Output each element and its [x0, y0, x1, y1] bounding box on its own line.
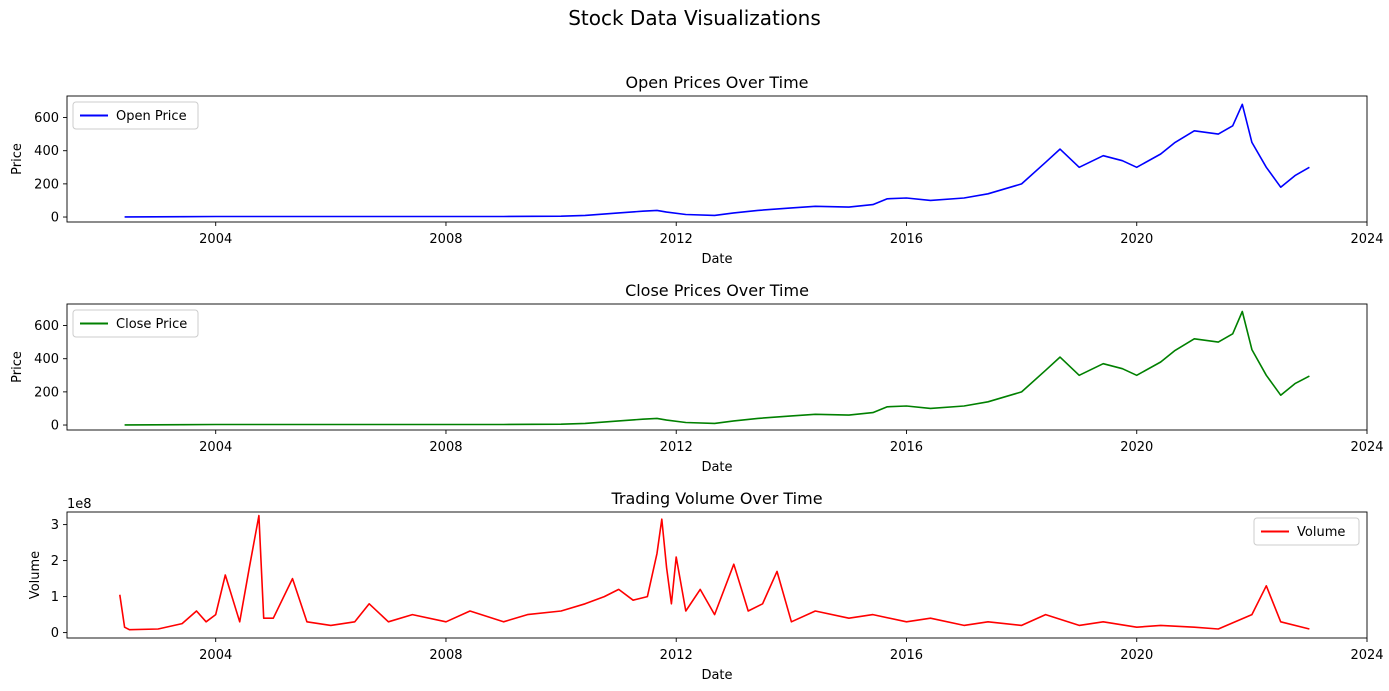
y-axis-label: Price [10, 143, 25, 175]
x-tick-label: 2016 [890, 440, 923, 455]
y-tick-label: 0 [51, 211, 59, 226]
legend-label: Open Price [116, 109, 187, 124]
x-tick-label: 2012 [660, 232, 693, 247]
chart-panel-3: Trading Volume Over Time 2004 2008 2012 2016… [28, 489, 1384, 683]
x-tick-label: 2008 [429, 440, 462, 455]
x-tick-label: 2016 [890, 232, 923, 247]
y-tick-label: 400 [34, 144, 59, 159]
y-tick-label: 200 [34, 385, 59, 400]
y-tick-label: 600 [34, 111, 59, 126]
y-tick-label: 0 [51, 419, 59, 434]
y-tick-label: 400 [34, 352, 59, 367]
panel-title: Close Prices Over Time [625, 281, 809, 300]
legend: Volume [1253, 517, 1360, 546]
x-tick-label: 2008 [429, 648, 462, 663]
legend-label: Volume [1297, 525, 1345, 540]
x-tick-label: 2012 [660, 440, 693, 455]
x-tick-label: 2004 [199, 440, 232, 455]
legend: Close Price [72, 309, 199, 338]
x-tick-label: 2024 [1350, 648, 1383, 663]
x-tick-label: 2004 [199, 232, 232, 247]
x-tick-label: 2020 [1120, 440, 1153, 455]
y-tick-label: 600 [34, 319, 59, 334]
legend: Open Price [72, 101, 199, 130]
figure-title: Stock Data Visualizations [568, 6, 821, 30]
series-line-close-price [124, 310, 1310, 426]
x-axis-label: Date [701, 460, 732, 475]
y-axis-ticks: 0 200 400 600 [34, 319, 67, 434]
plot-frame [66, 95, 1368, 223]
plot-frame [66, 511, 1368, 639]
x-tick-label: 2024 [1350, 232, 1383, 247]
y-tick-label: 200 [34, 177, 59, 192]
x-axis-label: Date [701, 252, 732, 267]
panel-title: Trading Volume Over Time [610, 489, 822, 508]
x-tick-label: 2020 [1120, 232, 1153, 247]
x-axis-ticks: 2004 2008 2012 2016 2020 2024 [199, 638, 1384, 663]
y-axis-ticks: 0 200 400 600 [34, 111, 67, 226]
legend-box [1253, 517, 1360, 546]
x-tick-label: 2024 [1350, 440, 1383, 455]
x-tick-label: 2012 [660, 648, 693, 663]
x-tick-label: 2016 [890, 648, 923, 663]
y-tick-label: 1 [51, 590, 59, 605]
legend-box [72, 309, 199, 338]
y-tick-label: 0 [51, 626, 59, 641]
series-line-open-price [124, 103, 1310, 218]
y-tick-label: 3 [51, 518, 59, 533]
x-axis-label: Date [701, 668, 732, 683]
y-scale-offset-label: 1e8 [67, 497, 92, 512]
legend-box [72, 101, 199, 130]
panel-title: Open Prices Over Time [626, 73, 809, 92]
x-axis-ticks: 2004 2008 2012 2016 2020 2024 [199, 222, 1384, 247]
x-tick-label: 2004 [199, 648, 232, 663]
x-tick-label: 2008 [429, 232, 462, 247]
y-tick-label: 2 [51, 554, 59, 569]
y-axis-label: Price [10, 351, 25, 383]
y-axis-ticks: 0 1 2 3 [51, 518, 67, 641]
plot-frame [66, 303, 1368, 431]
series-line-volume [119, 514, 1310, 631]
legend-label: Close Price [116, 317, 187, 332]
y-axis-label: Volume [28, 551, 43, 599]
x-tick-label: 2020 [1120, 648, 1153, 663]
chart-panel-1: Open Prices Over Time 2004 2008 2012 2016 202… [10, 73, 1384, 267]
x-axis-ticks: 2004 2008 2012 2016 2020 2024 [199, 430, 1384, 455]
